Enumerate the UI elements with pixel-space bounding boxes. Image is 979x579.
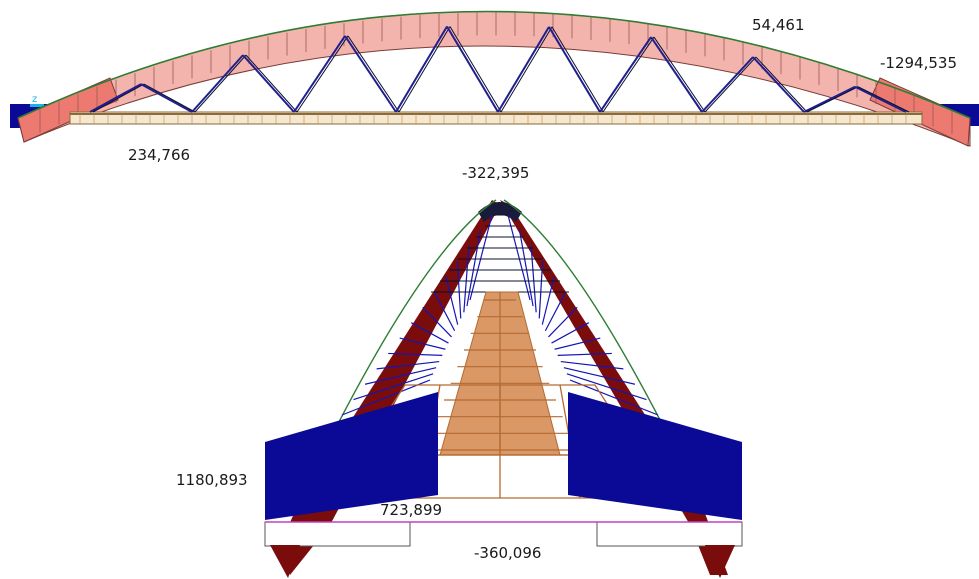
truss-diagonal-shadow (755, 56, 808, 113)
hanger-cable (563, 367, 636, 385)
truss-diagonal-shadow (449, 26, 502, 113)
truss-diagonal-shadow (398, 26, 451, 113)
truss-diagonal-shadow (245, 54, 298, 113)
deck-grid (79, 114, 907, 124)
arch-end-force-label: -1294,535 (880, 54, 957, 72)
truss-diagonal (242, 54, 295, 113)
base-tie-right (596, 521, 743, 547)
truss-diagonal (599, 36, 652, 113)
hanger-cable (388, 352, 443, 356)
truss-diagonal-shadow (602, 36, 655, 113)
hanger-cable (456, 261, 462, 319)
hanger-cable (560, 360, 624, 370)
arch-crown-force-label: 54,461 (752, 16, 805, 34)
hanger-cables (341, 214, 659, 416)
hanger-cable (551, 322, 590, 344)
truss-diagonal (650, 36, 703, 113)
hanger-cable (507, 214, 531, 301)
hanger-cable (353, 373, 434, 401)
base-tie-left (264, 521, 411, 547)
left-support-force-block (265, 392, 438, 520)
truss-diagonal (89, 83, 142, 113)
truss-diagonal-shadow (653, 36, 706, 113)
hanger-cable (469, 214, 493, 301)
truss-diagonal (548, 26, 601, 113)
z-axis-icon: z (30, 94, 44, 107)
hanger-cable (399, 337, 446, 350)
truss-diagonal-shadow (500, 26, 553, 113)
hanger-cable (466, 230, 482, 307)
truss-diagonal-shadow (551, 26, 604, 113)
truss-diagonal (293, 35, 346, 113)
truss-diagonal-shadow (92, 83, 145, 113)
truss-diagonal (191, 54, 244, 113)
arch-crown (478, 202, 522, 222)
hanger-cable (376, 360, 440, 370)
arch-base-force-label: 1180,893 (176, 471, 248, 489)
deck-end-force-label: 234,766 (128, 146, 190, 164)
truss-diagonal (497, 26, 550, 113)
hanger-cable (364, 367, 437, 385)
truss-diagonal (344, 35, 397, 113)
deck-force-label: 723,899 (380, 501, 442, 519)
hanger-cable (410, 322, 449, 344)
truss-diagonal-shadow (857, 86, 910, 113)
truss-diagonal-shadow (806, 86, 859, 113)
truss-diagonal-shadow (704, 56, 757, 113)
base-tie-force-label: -360,096 (474, 544, 541, 562)
hanger-cable (538, 261, 544, 319)
perspective-view: -322,395 1180,893 (176, 164, 743, 578)
hanger-cable (566, 373, 647, 401)
right-support-force-block (568, 392, 742, 520)
elevation-view: z 54,461 -1294,535 234,766 (10, 10, 979, 164)
arch-force-diagram (17, 11, 971, 147)
truss-diagonal (701, 56, 754, 113)
truss-diagonal (395, 26, 448, 113)
truss-diagonal (446, 26, 499, 113)
right-leg-tip (705, 545, 735, 578)
truss-diagonal-shadow (296, 35, 349, 113)
svg-text:z: z (32, 94, 37, 105)
hanger-cable (544, 291, 567, 332)
hanger-cable (422, 306, 452, 338)
hanger-cable (554, 337, 601, 350)
hanger-cable (463, 245, 470, 313)
hanger-cable (569, 379, 659, 416)
truss-diagonal-shadow (347, 35, 400, 113)
truss-diagonal (803, 85, 856, 113)
truss-diagonal (752, 56, 805, 113)
hanger-cable (548, 306, 578, 338)
truss-diagonal (140, 83, 193, 113)
hanger-cable (518, 230, 534, 307)
truss-diagonals (89, 26, 910, 113)
hanger-cable (557, 352, 612, 356)
truss-diagonal (854, 85, 907, 113)
hanger-cable (445, 276, 459, 325)
truss-diagonal-shadow (194, 54, 247, 113)
left-leg-tip (270, 545, 300, 578)
arch-centerline (17, 10, 971, 119)
hanger-cable (433, 291, 456, 332)
truss-diagonal-shadow (143, 83, 196, 113)
hanger-cable (530, 245, 537, 313)
crown-moment-label: -322,395 (462, 164, 529, 182)
hanger-cable (541, 276, 555, 325)
hanger-cable (341, 379, 431, 416)
